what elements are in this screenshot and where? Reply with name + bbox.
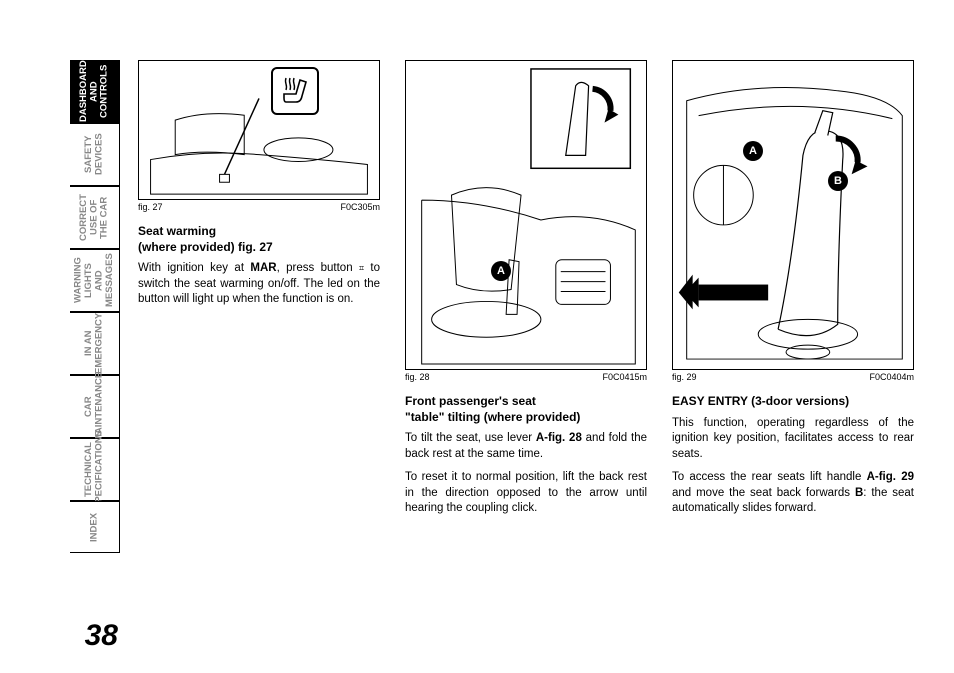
figure-28: A bbox=[405, 60, 647, 370]
fig28-label: fig. 28 bbox=[405, 372, 430, 382]
col2-heading: Front passenger's seat "table" tilting (… bbox=[405, 394, 647, 425]
col3-heading: EASY ENTRY (3-door versions) bbox=[672, 394, 914, 410]
tab-safety-devices[interactable]: SAFETY DEVICES bbox=[70, 123, 120, 186]
fig27-label: fig. 27 bbox=[138, 202, 163, 212]
tab-index[interactable]: INDEX bbox=[70, 501, 120, 553]
fig29-code: F0C0404m bbox=[869, 372, 914, 382]
tab-emergency[interactable]: IN AN EMERGENCY bbox=[70, 312, 120, 375]
fig29-illustration bbox=[673, 61, 913, 369]
fig28-illustration bbox=[406, 61, 646, 369]
figure-29-caption: fig. 29 F0C0404m bbox=[672, 372, 914, 382]
manual-page: DASHBOARD AND CONTROLS SAFETY DEVICES CO… bbox=[0, 0, 954, 673]
callout-a-fig29: A bbox=[743, 141, 763, 161]
column-2: A fig. 28 F0C0415m Front passenger's sea… bbox=[405, 60, 647, 653]
column-1: fig. 27 F0C305m Seat warming (where prov… bbox=[138, 60, 380, 653]
column-3: A B fig. 29 F0C0404m EASY ENTRY (3-door … bbox=[672, 60, 914, 653]
col1-heading: Seat warming (where provided) fig. 27 bbox=[138, 224, 380, 255]
tab-dashboard-controls[interactable]: DASHBOARD AND CONTROLS bbox=[70, 60, 120, 123]
callout-a-fig28: A bbox=[491, 261, 511, 281]
fig28-code: F0C0415m bbox=[602, 372, 647, 382]
content-columns: fig. 27 F0C305m Seat warming (where prov… bbox=[138, 60, 914, 653]
fig27-code: F0C305m bbox=[340, 202, 380, 212]
section-tabs-sidebar: DASHBOARD AND CONTROLS SAFETY DEVICES CO… bbox=[70, 60, 120, 653]
tab-warning-lights[interactable]: WARNING LIGHTS AND MESSAGES bbox=[70, 249, 120, 312]
page-number: 38 bbox=[70, 619, 120, 653]
fig27-illustration bbox=[139, 61, 379, 199]
fig29-label: fig. 29 bbox=[672, 372, 697, 382]
col3-p2: To access the rear seats lift handle A-f… bbox=[672, 470, 914, 517]
figure-27-caption: fig. 27 F0C305m bbox=[138, 202, 380, 212]
figure-28-caption: fig. 28 F0C0415m bbox=[405, 372, 647, 382]
tab-maintenance[interactable]: CAR MAINTENANCE bbox=[70, 375, 120, 438]
tab-tech-specs[interactable]: TECHNICAL SPECIFICATIONS bbox=[70, 438, 120, 501]
figure-27 bbox=[138, 60, 380, 200]
col3-p1: This function, operating regardless of t… bbox=[672, 416, 914, 463]
seat-heat-icon-callout bbox=[271, 67, 319, 115]
seat-heat-icon bbox=[276, 72, 314, 110]
col2-p2: To reset it to normal position, lift the… bbox=[405, 470, 647, 517]
figure-29: A B bbox=[672, 60, 914, 370]
col1-body: With ignition key at MAR, press button ⌗… bbox=[138, 261, 380, 308]
callout-b-fig29: B bbox=[828, 171, 848, 191]
col2-p1: To tilt the seat, use lever A-fig. 28 an… bbox=[405, 431, 647, 462]
tab-correct-use[interactable]: CORRECT USE OF THE CAR bbox=[70, 186, 120, 249]
